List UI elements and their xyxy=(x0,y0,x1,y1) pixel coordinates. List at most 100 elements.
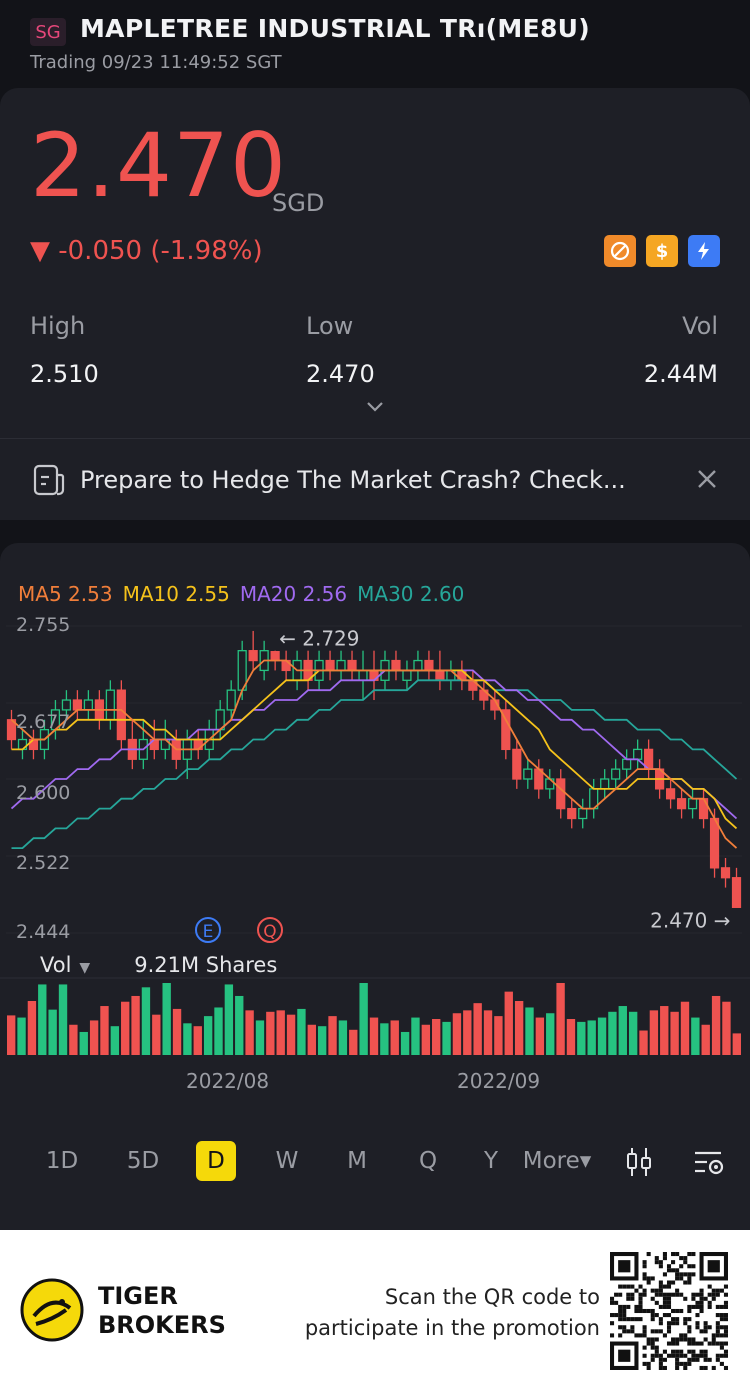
qr-module xyxy=(650,1345,655,1350)
qr-module xyxy=(691,1292,696,1297)
qr-module xyxy=(695,1300,700,1305)
candle-body xyxy=(687,798,698,810)
qr-module xyxy=(642,1276,647,1281)
qr-module xyxy=(671,1268,676,1273)
tab-q[interactable]: Q xyxy=(418,1148,438,1174)
qr-module xyxy=(679,1353,684,1358)
candle-body xyxy=(501,709,511,751)
quote-card: 2.470 SGD ▼ -0.050 (-1.98%) $ High 2.510… xyxy=(0,88,750,520)
qr-module xyxy=(642,1325,647,1330)
qr-module xyxy=(687,1349,692,1354)
qr-module xyxy=(687,1361,692,1366)
qr-module xyxy=(622,1313,627,1318)
qr-module xyxy=(654,1292,659,1297)
qr-module xyxy=(719,1341,724,1346)
news-banner-text[interactable]: Prepare to Hedge The Market Crash? Check… xyxy=(80,466,626,494)
caret-down-icon[interactable]: ▼ xyxy=(79,960,91,976)
volume-bar xyxy=(732,1033,741,1055)
candle-body xyxy=(105,689,115,721)
tab-d[interactable]: D xyxy=(196,1141,236,1181)
qr-module xyxy=(654,1345,659,1350)
candle-body xyxy=(567,807,577,820)
qr-module xyxy=(642,1333,647,1338)
qr-module xyxy=(662,1256,667,1261)
candle-style-icon[interactable] xyxy=(622,1145,656,1179)
qr-module xyxy=(719,1333,724,1338)
volume-bar xyxy=(359,983,368,1055)
tab-y[interactable]: Y xyxy=(483,1148,499,1174)
chevron-down-icon[interactable] xyxy=(365,400,385,414)
candle-body xyxy=(709,817,720,869)
indicator-settings-icon[interactable] xyxy=(692,1145,726,1179)
candle-body xyxy=(665,788,676,800)
qr-module xyxy=(626,1296,631,1301)
qr-module xyxy=(691,1272,696,1277)
stat-high: High 2.510 xyxy=(30,312,99,388)
qr-module xyxy=(638,1333,643,1338)
qr-module xyxy=(658,1329,663,1334)
qr-module xyxy=(654,1300,659,1305)
qr-module xyxy=(634,1308,639,1314)
volume-bar xyxy=(349,1029,358,1055)
stock-title[interactable]: MAPLETREE INDUSTRIAL TRı(ME8U) xyxy=(80,14,590,43)
candle-body xyxy=(83,699,93,711)
volume-bar xyxy=(701,1024,710,1055)
dollar-icon[interactable]: $ xyxy=(646,235,678,267)
tab-m[interactable]: M xyxy=(347,1148,367,1174)
tab-w[interactable]: W xyxy=(275,1148,299,1174)
qr-module xyxy=(723,1325,728,1330)
qr-module xyxy=(654,1353,659,1358)
qr-module xyxy=(687,1272,692,1277)
volume-bar xyxy=(608,1011,617,1055)
tab-5d[interactable]: 5D xyxy=(126,1148,160,1174)
qr-module xyxy=(666,1325,672,1330)
candlestick-chart[interactable]: ← 2.729 2.470 → E Q xyxy=(0,543,750,1103)
qr-module xyxy=(662,1304,667,1309)
qr-module xyxy=(662,1349,667,1354)
lightning-icon[interactable] xyxy=(688,235,720,267)
volume-bar xyxy=(89,1020,99,1055)
qr-module xyxy=(715,1321,720,1326)
qr-module xyxy=(675,1288,680,1293)
volume-bar xyxy=(338,1020,348,1055)
qr-code[interactable] xyxy=(610,1252,728,1370)
qr-module xyxy=(654,1256,659,1261)
candle-body xyxy=(698,798,709,820)
qr-module xyxy=(650,1313,655,1318)
volume-header[interactable]: Vol ▼ 9.21M Shares xyxy=(40,953,277,977)
qr-module xyxy=(695,1357,700,1362)
qr-module xyxy=(666,1313,672,1318)
qr-module xyxy=(703,1329,708,1334)
volume-bar xyxy=(172,1008,182,1055)
candle-body xyxy=(676,798,687,810)
qr-module xyxy=(671,1321,676,1326)
qr-module xyxy=(614,1292,619,1297)
qr-module xyxy=(723,1333,728,1338)
qr-module xyxy=(650,1296,655,1301)
qr-module xyxy=(691,1341,696,1346)
qr-module xyxy=(691,1264,696,1269)
candle-body xyxy=(611,768,621,780)
no-short-icon[interactable] xyxy=(604,235,636,267)
qr-module xyxy=(662,1333,667,1338)
qr-module xyxy=(654,1313,659,1318)
qr-module xyxy=(658,1365,663,1370)
volume-bar xyxy=(535,1017,545,1055)
vol-indicator-label[interactable]: Vol xyxy=(40,953,72,977)
volume-bar xyxy=(369,1017,379,1055)
tab-more[interactable]: More▾ xyxy=(522,1148,592,1174)
qr-module xyxy=(658,1288,663,1293)
qr-module xyxy=(634,1288,639,1293)
qr-module xyxy=(638,1308,643,1314)
volume-bar xyxy=(722,1001,731,1055)
volume-bar xyxy=(58,984,68,1055)
qr-module xyxy=(683,1272,688,1277)
qr-module xyxy=(618,1292,623,1297)
tab-1d[interactable]: 1D xyxy=(45,1148,79,1174)
qr-module xyxy=(703,1337,708,1342)
qr-module xyxy=(715,1292,720,1297)
qr-module xyxy=(707,1300,712,1305)
close-icon[interactable] xyxy=(696,468,718,490)
qr-module xyxy=(654,1260,659,1265)
candle-body xyxy=(512,748,522,780)
